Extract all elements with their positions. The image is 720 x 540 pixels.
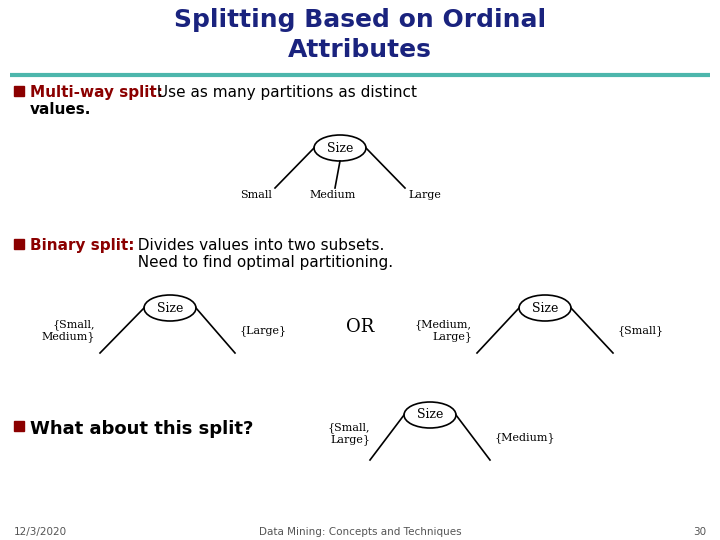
Text: {Small,
Medium}: {Small, Medium} (42, 319, 95, 342)
Text: values.: values. (30, 102, 91, 117)
Text: OR: OR (346, 318, 374, 336)
Text: Data Mining: Concepts and Techniques: Data Mining: Concepts and Techniques (258, 527, 462, 537)
Text: 12/3/2020: 12/3/2020 (14, 527, 67, 537)
Bar (14, 421, 24, 431)
Text: {Large}: {Large} (240, 325, 287, 336)
Text: Multi-way split:: Multi-way split: (30, 85, 163, 100)
Text: Attributes: Attributes (288, 38, 432, 62)
Text: What about this split?: What about this split? (30, 420, 253, 438)
Text: 30: 30 (693, 527, 706, 537)
Text: {Small,
Large}: {Small, Large} (328, 422, 370, 445)
Text: {Small}: {Small} (618, 325, 664, 336)
Text: Divides values into two subsets.: Divides values into two subsets. (128, 238, 384, 253)
Text: Size: Size (417, 408, 444, 422)
Text: Need to find optimal partitioning.: Need to find optimal partitioning. (128, 255, 393, 270)
Text: Size: Size (327, 141, 354, 154)
Text: Splitting Based on Ordinal: Splitting Based on Ordinal (174, 8, 546, 32)
Text: Large: Large (408, 190, 441, 200)
Text: Size: Size (157, 301, 183, 314)
Text: Medium: Medium (310, 190, 356, 200)
Text: Size: Size (532, 301, 558, 314)
Text: Binary split:: Binary split: (30, 238, 135, 253)
Text: {Medium}: {Medium} (495, 432, 556, 443)
Bar (14, 239, 24, 249)
Bar (14, 86, 24, 96)
Text: Use as many partitions as distinct: Use as many partitions as distinct (152, 85, 417, 100)
Text: Small: Small (240, 190, 272, 200)
Text: {Medium,
Large}: {Medium, Large} (415, 319, 472, 342)
